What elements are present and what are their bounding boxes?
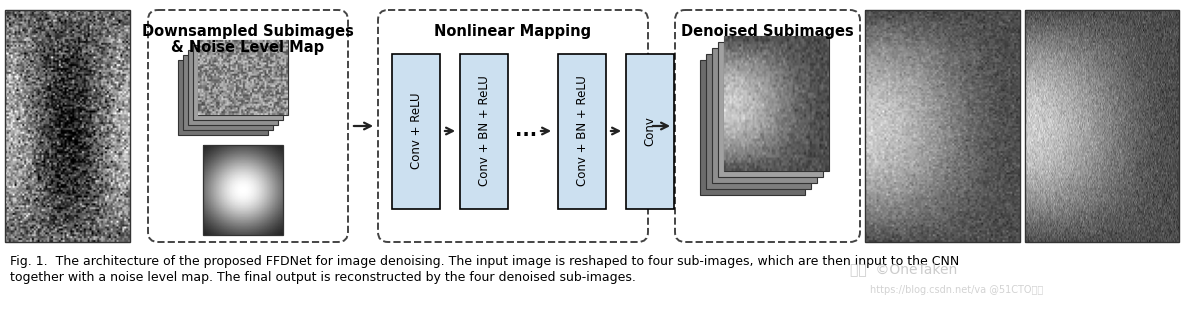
FancyBboxPatch shape <box>193 45 283 120</box>
Text: Denoised Subimages: Denoised Subimages <box>681 24 854 39</box>
Text: Conv: Conv <box>643 116 656 146</box>
FancyBboxPatch shape <box>558 53 606 208</box>
Text: Conv + BN + ReLU: Conv + BN + ReLU <box>477 75 490 186</box>
Text: ...: ... <box>515 122 538 141</box>
Text: Conv + BN + ReLU: Conv + BN + ReLU <box>575 75 588 186</box>
FancyBboxPatch shape <box>188 50 278 125</box>
FancyBboxPatch shape <box>718 42 823 177</box>
Text: Fig. 1.  The architecture of the proposed FFDNet for image denoising. The input : Fig. 1. The architecture of the proposed… <box>9 255 959 268</box>
Text: Conv + ReLU: Conv + ReLU <box>410 93 423 169</box>
FancyBboxPatch shape <box>178 60 268 135</box>
FancyBboxPatch shape <box>712 48 817 183</box>
FancyBboxPatch shape <box>198 40 288 115</box>
FancyBboxPatch shape <box>626 53 674 208</box>
Text: together with a noise level map. The final output is reconstructed by the four d: together with a noise level map. The fin… <box>9 271 636 284</box>
Text: 知乎  ©OneTaken: 知乎 ©OneTaken <box>850 262 957 276</box>
FancyBboxPatch shape <box>184 55 274 130</box>
Text: Nonlinear Mapping: Nonlinear Mapping <box>435 24 592 39</box>
FancyBboxPatch shape <box>392 53 440 208</box>
Text: https://blog.csdn.net/va @51CTO博客: https://blog.csdn.net/va @51CTO博客 <box>870 285 1043 295</box>
Text: & Noise Level Map: & Noise Level Map <box>172 40 324 55</box>
FancyBboxPatch shape <box>461 53 508 208</box>
FancyBboxPatch shape <box>706 54 811 189</box>
FancyBboxPatch shape <box>723 36 829 171</box>
Text: Downsampled Subimages: Downsampled Subimages <box>142 24 354 39</box>
FancyBboxPatch shape <box>700 60 805 195</box>
